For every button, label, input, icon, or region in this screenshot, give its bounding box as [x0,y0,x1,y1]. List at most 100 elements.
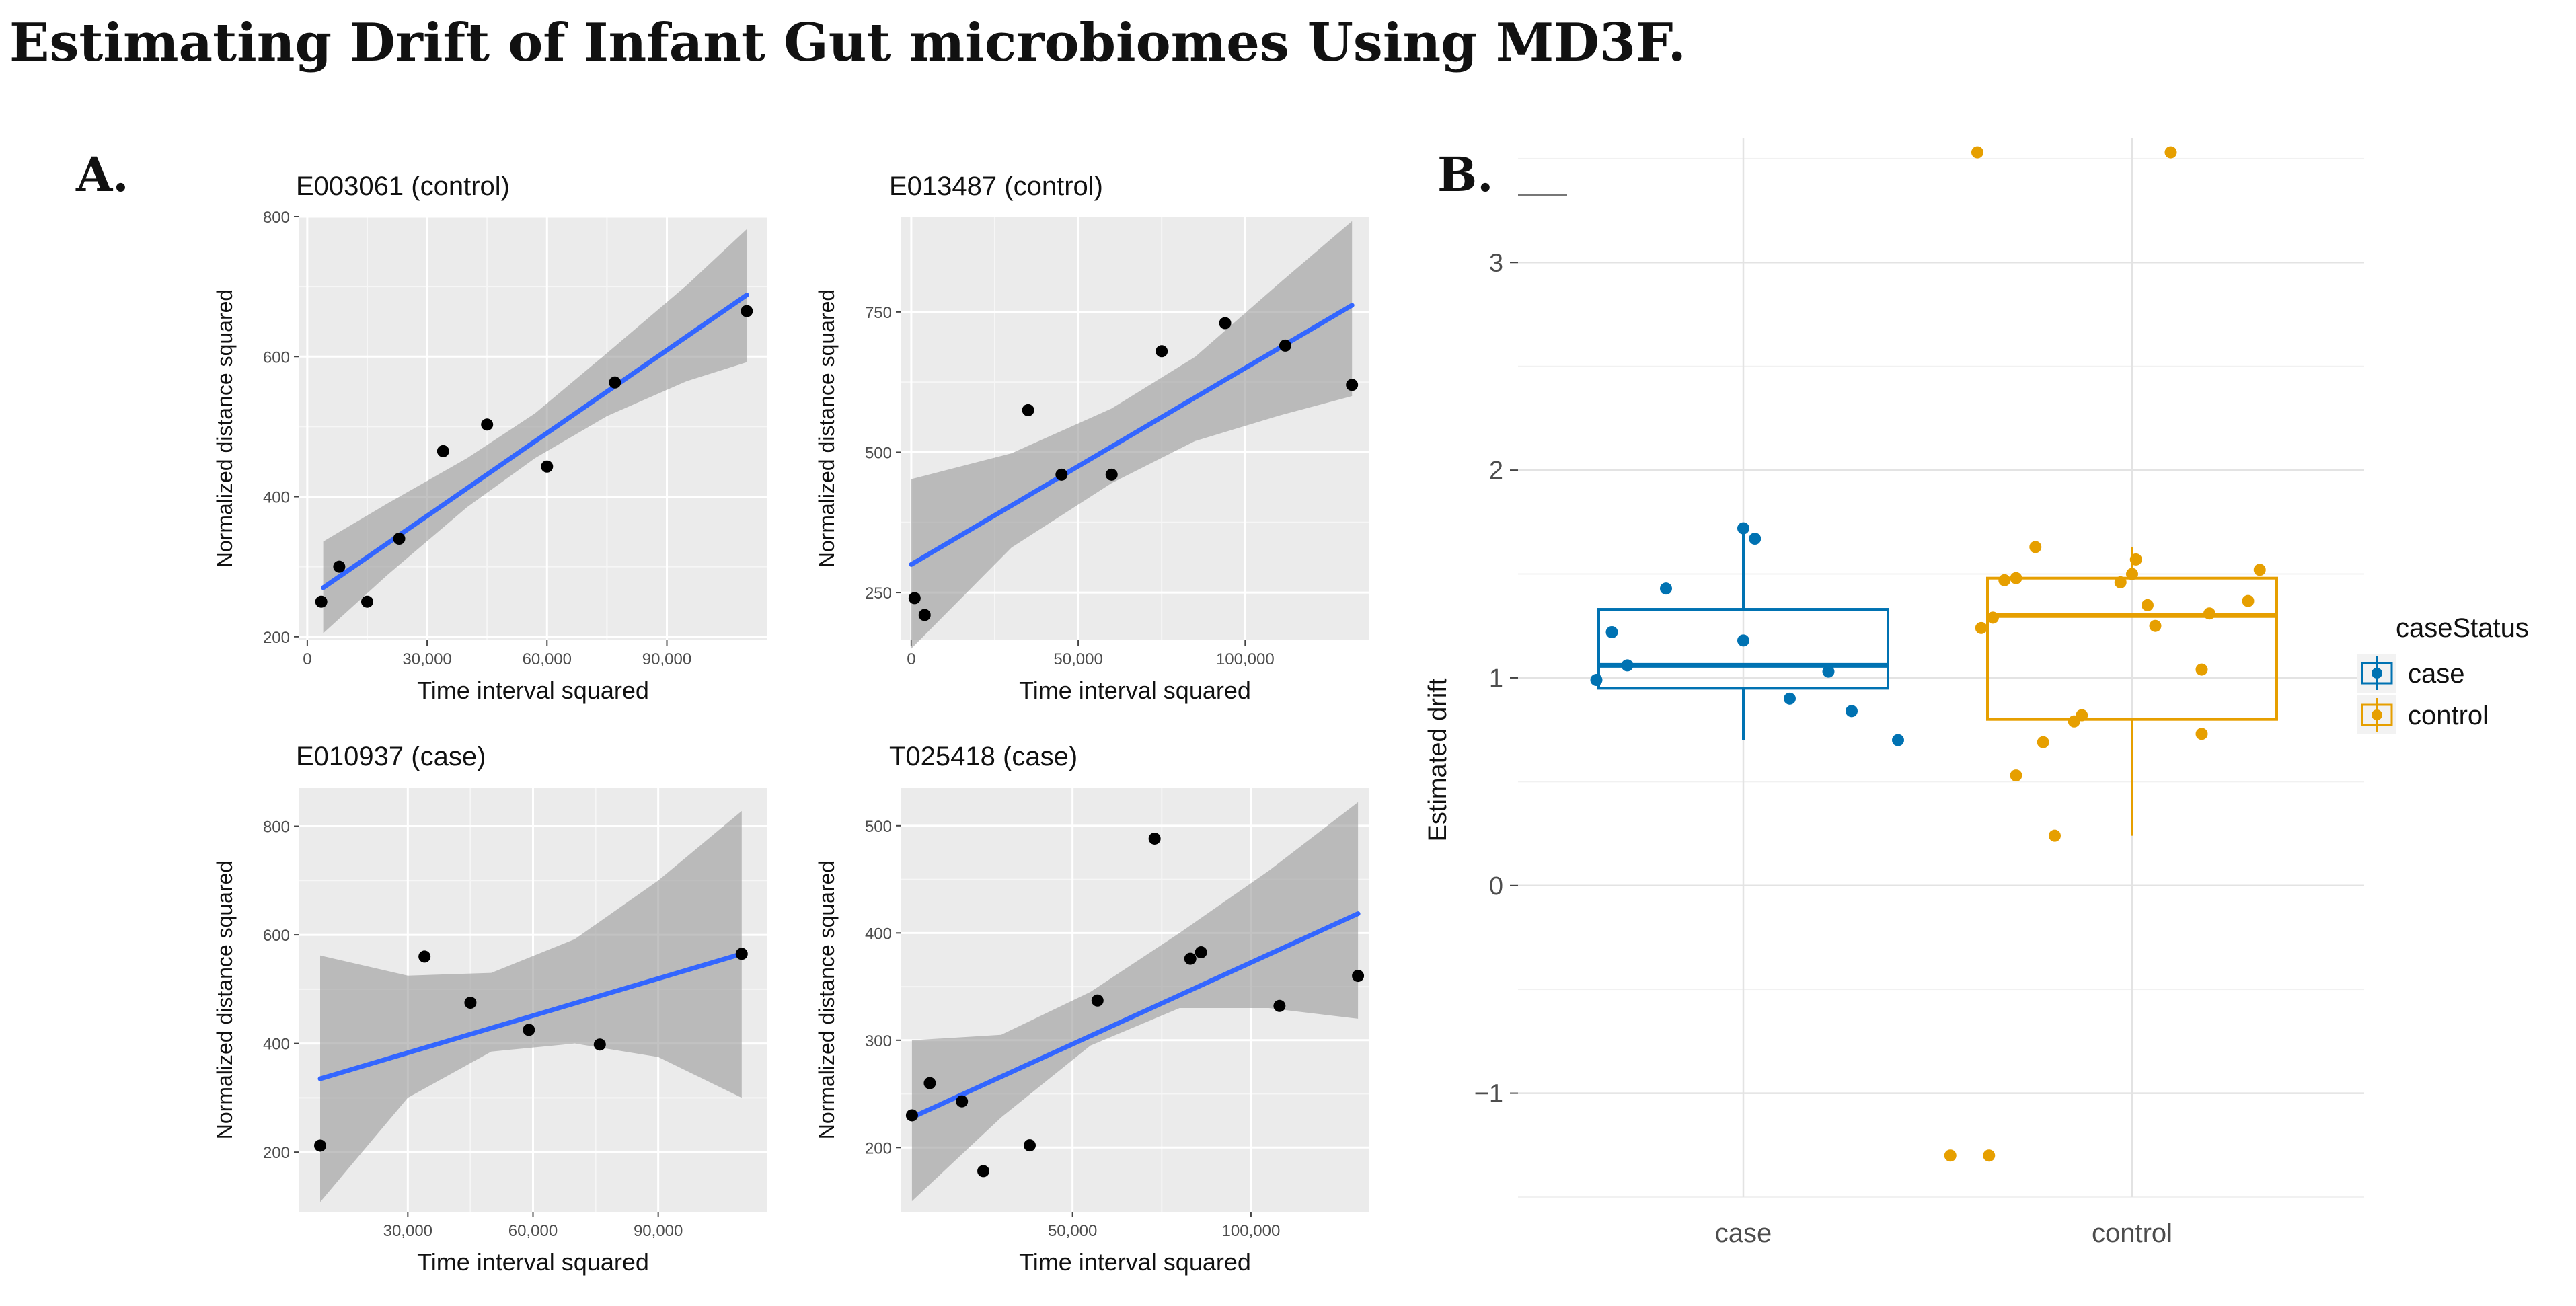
y-tick-label: 800 [263,818,290,837]
panel-title: E010937 (case) [296,742,486,771]
data-point [361,595,373,608]
regression-line [317,951,745,1081]
data-point [1944,1149,1957,1162]
y-tick-label: 500 [865,444,892,462]
data-point [609,376,621,389]
data-point [2195,663,2208,676]
data-point [2195,728,2208,740]
data-point [1621,659,1634,672]
legend-title: caseStatus [2396,613,2529,643]
data-point [2029,541,2042,553]
data-point [1346,379,1359,391]
y-tick-label: 600 [263,927,290,945]
series-control [1944,146,2278,1162]
scatter-panel-E003061: 200 400 600 800 0 30,000 60,000 90,000 E003061 (… [213,171,767,704]
data-point [1784,692,1796,705]
data-point [1998,574,2011,586]
scatter-panel-E013487: 250 500 750 0 50,000 100,000 E013487 (control)… [815,171,1369,704]
data-point [2010,572,2022,584]
x-tick-label: 0 [303,650,311,668]
data-point [315,595,328,608]
data-point [1737,522,1749,535]
data-point [1605,626,1618,638]
y-axis-label: Normalized distance squared [213,861,237,1139]
y-tick-label: 200 [865,1139,892,1157]
y-tick-label: 400 [263,489,290,507]
data-point [1737,634,1749,647]
data-point [2253,564,2266,576]
data-point [1983,1149,1996,1162]
x-tick-label: 60,000 [508,1222,558,1240]
x-tick-label: 60,000 [523,650,572,668]
data-point [905,1109,918,1122]
box [1597,608,1889,690]
x-tick-label-case: case [1715,1219,1772,1248]
data-point [735,948,748,960]
data-point [393,533,406,545]
data-point [1352,970,1365,983]
y-tick-label: 300 [865,1032,892,1050]
data-point [1091,994,1104,1007]
data-point [541,460,554,473]
regression-line [909,303,1355,567]
data-point [2242,594,2255,607]
data-point [2049,829,2061,842]
panel-title: T025418 (case) [889,742,1077,771]
data-point [1273,999,1286,1012]
x-tick-label: 30,000 [402,650,451,668]
y-tick-label: 800 [263,208,290,227]
series-case [1590,522,1904,746]
data-point [1184,952,1197,965]
data-point [1892,734,1904,746]
y-axis-label: Normalized distance squared [815,289,839,568]
data-point [918,609,931,621]
x-axis-label: Time interval squared [417,1248,649,1276]
data-point [1660,582,1672,595]
data-point [2010,769,2022,782]
legend: caseStatus case control [2357,613,2529,734]
data-point [1148,832,1161,845]
data-point [2142,599,2154,611]
x-tick-label: 100,000 [1222,1222,1281,1240]
data-point [1023,1139,1036,1152]
data-point [1749,533,1761,545]
y-tick-label: 750 [865,304,892,322]
y-tick-label: 600 [263,348,290,367]
data-point [908,592,921,605]
boxplot-panel: −1 0 1 2 3 case control Estimated drift caseStat… [1424,138,2529,1248]
x-axis-label: Time interval squared [1019,1248,1251,1276]
data-point [523,1024,535,1036]
data-point [1971,146,1983,159]
y-tick-label: 3 [1489,249,1503,277]
y-tick-label: 400 [865,925,892,943]
y-tick-label: 0 [1489,872,1503,900]
data-point [1975,621,1987,634]
data-point [1987,611,1999,624]
data-point [1822,665,1835,678]
x-tick-label: 90,000 [642,650,691,668]
x-tick-label-control: control [2092,1219,2172,1248]
confidence-band [911,802,1359,1202]
y-tick-label: 250 [865,584,892,603]
data-point [1846,705,1858,718]
x-tick-label: 0 [907,650,915,668]
data-point [956,1095,969,1108]
x-axis-label: Time interval squared [417,677,649,704]
panel-a-label: A. [75,147,129,202]
y-tick-label: 2 [1489,457,1503,485]
data-point [741,305,753,317]
panel-title: E013487 (control) [889,171,1103,201]
x-axis-label: Time interval squared [1019,677,1251,704]
data-point [437,445,449,457]
data-point [314,1139,327,1152]
data-point [2114,576,2127,588]
data-point [418,950,431,963]
data-point [1105,468,1118,481]
y-tick-label: −1 [1474,1080,1503,1108]
legend-label-case: case [2408,659,2465,689]
x-tick-label: 50,000 [1053,650,1102,668]
panel-title: E003061 (control) [296,171,510,201]
legend-label-control: control [2408,701,2489,730]
data-point [2149,619,2162,632]
